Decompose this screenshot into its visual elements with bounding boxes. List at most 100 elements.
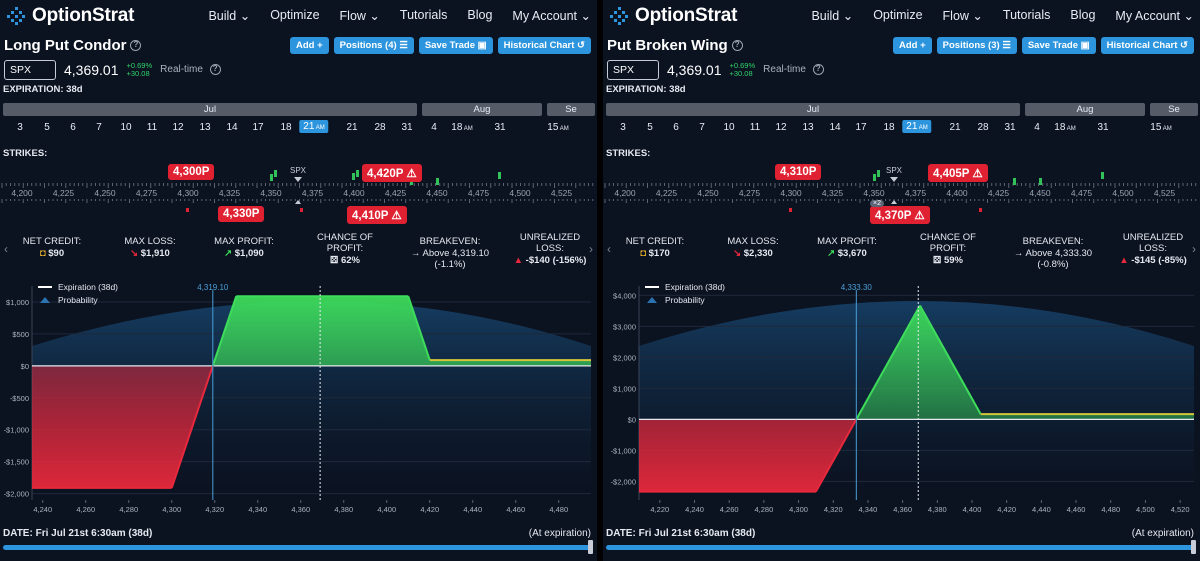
strike-ruler[interactable]: 4,200 4,225 4,250 4,275 4,300 4,325 4,350 4,375… [0, 160, 597, 224]
date-chip[interactable]: 31 [1004, 122, 1016, 133]
month-sep[interactable]: Se [547, 103, 595, 116]
date-chip[interactable]: 18 [280, 122, 292, 133]
date-chip[interactable]: 13 [802, 122, 814, 133]
date-chip[interactable]: 11 [146, 122, 158, 133]
nav-blog[interactable]: Blog [467, 8, 493, 22]
date-slider-handle[interactable] [588, 540, 593, 554]
date-chip[interactable]: 3 [17, 122, 23, 133]
stats-next-icon[interactable]: › [589, 242, 593, 256]
nav-my-account[interactable]: My Account ⌄ [1115, 9, 1194, 23]
date-chip[interactable]: 18 AM [451, 122, 473, 133]
date-chip[interactable]: 18 AM [1054, 122, 1076, 133]
date-chip[interactable]: 4 [431, 122, 437, 133]
date-chip[interactable]: 28 [374, 122, 386, 133]
date-chip[interactable]: 13 [199, 122, 211, 133]
max-profit-label: MAX PROFIT: [817, 236, 877, 247]
leg-badge-bottom[interactable]: 4,330P [218, 206, 265, 222]
nav-build[interactable]: Build ⌄ [208, 9, 251, 23]
month-aug[interactable]: Aug [1025, 103, 1145, 116]
help-icon[interactable]: ? [812, 64, 824, 76]
month-sep[interactable]: Se [1150, 103, 1198, 116]
date-chip[interactable]: 31 [1097, 122, 1109, 133]
add-button[interactable]: Add + [893, 37, 932, 54]
positions-button[interactable]: Positions (4) ☰ [333, 37, 414, 54]
date-slider[interactable] [3, 540, 593, 554]
date-chip[interactable]: 21 [949, 122, 961, 133]
date-selected[interactable]: 21 AM [902, 120, 932, 133]
date-slider[interactable] [606, 540, 1196, 554]
date-selected[interactable]: 21 AM [299, 120, 329, 133]
pl-chart[interactable]: $1,000 $500 $0 -$500 -$1,000 -$1,500 -$2,000 4,… [0, 278, 597, 518]
help-icon[interactable]: ? [209, 64, 221, 76]
date-chip[interactable]: 4 [1034, 122, 1040, 133]
unrealized-loss-label: UNREALIZED LOSS: [519, 232, 581, 254]
date-chip[interactable]: 15 AM [547, 122, 569, 133]
date-slider-handle[interactable] [1191, 540, 1196, 554]
legend-probability[interactable]: Probability [665, 295, 705, 305]
nav-flow[interactable]: Flow ⌄ [942, 9, 983, 23]
nav-build[interactable]: Build ⌄ [811, 9, 854, 23]
month-jul[interactable]: Jul [3, 103, 417, 116]
date-chip[interactable]: 12 [172, 122, 184, 133]
positions-button[interactable]: Positions (3) ☰ [936, 37, 1017, 54]
date-chip[interactable]: 7 [96, 122, 102, 133]
logo[interactable]: OptionStrat [609, 5, 737, 27]
stats-prev-icon[interactable]: ‹ [607, 242, 611, 256]
strike-tick-label: 4,300 [780, 188, 802, 198]
nav-flow[interactable]: Flow ⌄ [339, 9, 380, 23]
date-chip[interactable]: 18 [883, 122, 895, 133]
historical-chart-button[interactable]: Historical Chart ↺ [497, 37, 591, 54]
nav-tutorials[interactable]: Tutorials [1002, 8, 1051, 22]
stats-prev-icon[interactable]: ‹ [4, 242, 8, 256]
legend-probability[interactable]: Probability [58, 295, 98, 305]
date-chip[interactable]: 5 [647, 122, 653, 133]
symbol-input[interactable]: SPX [607, 60, 659, 80]
nav-optimize[interactable]: Optimize [873, 8, 923, 22]
legend-expiration[interactable]: Expiration (38d) [665, 282, 725, 292]
leg-badge-bottom[interactable]: 4,370P ⚠ [870, 206, 930, 224]
date-chip[interactable]: 3 [620, 122, 626, 133]
add-button[interactable]: Add + [290, 37, 329, 54]
date-chip[interactable]: 15 AM [1150, 122, 1172, 133]
date-chip[interactable]: 21 [346, 122, 358, 133]
historical-chart-button[interactable]: Historical Chart ↺ [1100, 37, 1194, 54]
symbol-input[interactable]: SPX [4, 60, 56, 80]
strike-ruler[interactable]: 4,200 4,225 4,250 4,275 4,300 4,325 4,350 4,375… [603, 160, 1200, 224]
leg-badge-top[interactable]: 4,300P [168, 164, 215, 180]
nav-my-account[interactable]: My Account ⌄ [512, 9, 591, 23]
date-chip[interactable]: 14 [829, 122, 841, 133]
date-chip[interactable]: 6 [70, 122, 76, 133]
leg-badge-top[interactable]: 4,405P ⚠ [928, 164, 988, 182]
month-aug[interactable]: Aug [422, 103, 542, 116]
nav-optimize[interactable]: Optimize [270, 8, 320, 22]
leg-badge-bottom[interactable]: 4,410P ⚠ [347, 206, 407, 224]
nav-blog[interactable]: Blog [1070, 8, 1096, 22]
date-chip[interactable]: 7 [699, 122, 705, 133]
chance-of-profit-label: CHANCE OF PROFIT: [317, 232, 373, 254]
save-trade-button[interactable]: Save Trade ▣ [1021, 37, 1096, 54]
date-chip[interactable]: 11 [749, 122, 761, 133]
pl-line-segment [170, 365, 214, 489]
date-chip[interactable]: 10 [120, 122, 132, 133]
date-chip[interactable]: 10 [723, 122, 735, 133]
help-icon[interactable]: ? [130, 39, 142, 51]
help-icon[interactable]: ? [731, 39, 743, 51]
leg-badge-top[interactable]: 4,420P ⚠ [362, 164, 422, 182]
date-chip[interactable]: 17 [252, 122, 264, 133]
date-chip[interactable]: 14 [226, 122, 238, 133]
nav-tutorials[interactable]: Tutorials [399, 8, 448, 22]
stats-next-icon[interactable]: › [1192, 242, 1196, 256]
logo[interactable]: OptionStrat [6, 5, 134, 27]
date-chip[interactable]: 17 [855, 122, 867, 133]
legend-expiration[interactable]: Expiration (38d) [58, 282, 118, 292]
save-trade-button[interactable]: Save Trade ▣ [418, 37, 493, 54]
month-jul[interactable]: Jul [606, 103, 1020, 116]
date-chip[interactable]: 31 [494, 122, 506, 133]
date-chip[interactable]: 5 [44, 122, 50, 133]
date-chip[interactable]: 31 [401, 122, 413, 133]
date-chip[interactable]: 12 [775, 122, 787, 133]
date-chip[interactable]: 28 [977, 122, 989, 133]
leg-badge-top[interactable]: 4,310P [775, 164, 822, 180]
pl-chart[interactable]: $4,000 $3,000 $2,000 $1,000 $0 -$1,000 -$2,000… [603, 278, 1200, 518]
date-chip[interactable]: 6 [673, 122, 679, 133]
